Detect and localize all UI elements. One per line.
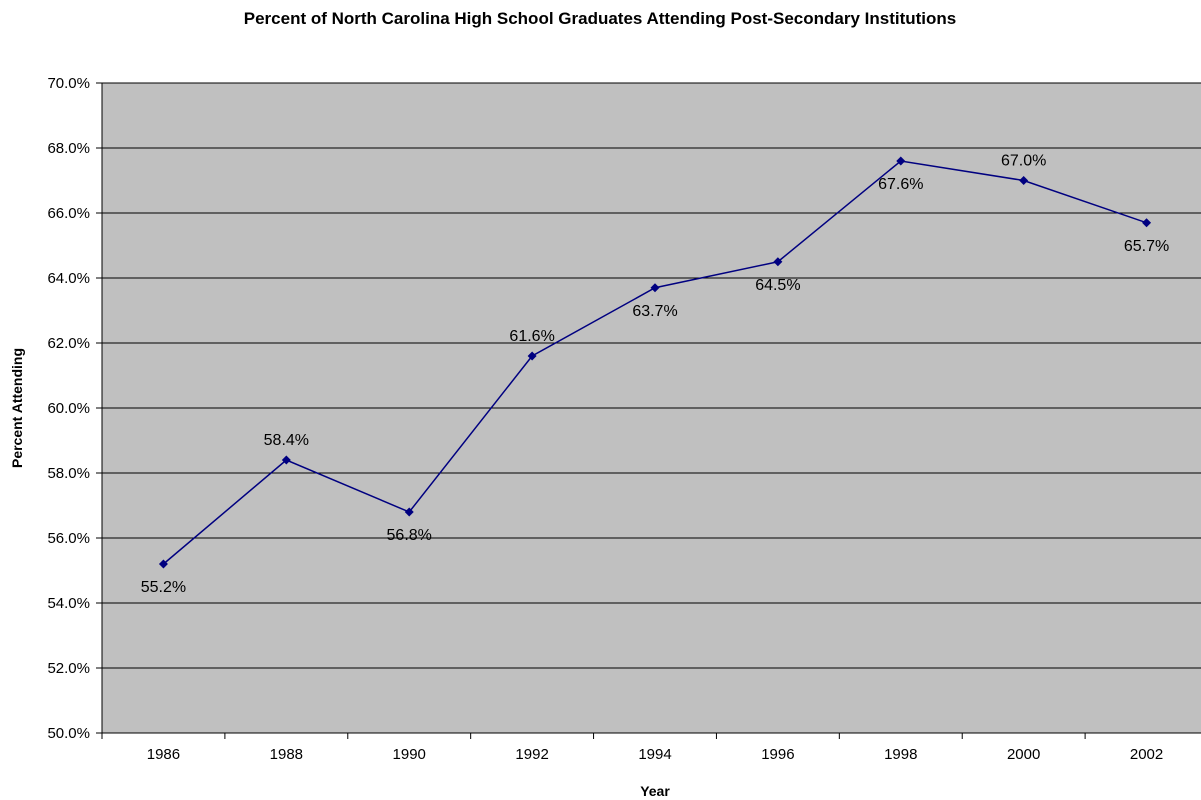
data-point-marker <box>650 283 660 293</box>
x-tick-label: 1996 <box>761 746 794 763</box>
chart-title: Percent of North Carolina High School Gr… <box>244 9 957 28</box>
data-point-marker <box>527 351 537 361</box>
y-tick-label: 62.0% <box>47 335 90 352</box>
x-tick-label: 1988 <box>270 746 303 763</box>
x-tick-label: 2002 <box>1130 746 1163 763</box>
y-tick-label: 56.0% <box>47 530 90 547</box>
y-tick-label: 60.0% <box>47 400 90 417</box>
y-tick-label: 66.0% <box>47 205 90 222</box>
data-labels: 55.2% 58.4% 56.8% 61.6% 63.7% 64.5% 67.6% 67.0%… <box>141 153 1169 597</box>
y-tick-label: 68.0% <box>47 140 90 157</box>
data-point-marker <box>1142 218 1152 228</box>
data-point-marker <box>404 507 414 517</box>
data-point-marker <box>281 455 291 465</box>
x-axis-title: Year <box>640 783 670 799</box>
axes: 50.0% 52.0% 54.0% 56.0% 58.0% 60.0% 62.0% 64.0%… <box>47 75 1201 763</box>
y-axis-title: Percent Attending <box>9 348 25 468</box>
y-tick-label: 64.0% <box>47 270 90 287</box>
gridlines <box>102 82 1201 669</box>
x-tick-label: 1998 <box>884 746 917 763</box>
y-tick-label: 54.0% <box>47 595 90 612</box>
x-tick-label: 2000 <box>1007 746 1040 763</box>
data-label: 61.6% <box>509 328 554 345</box>
x-tick-label: 1990 <box>393 746 426 763</box>
y-tick-label: 52.0% <box>47 660 90 677</box>
y-tick-label: 58.0% <box>47 465 90 482</box>
x-tick-label: 1986 <box>147 746 180 763</box>
x-tick-label: 1992 <box>515 746 548 763</box>
data-label: 67.6% <box>878 176 923 193</box>
data-label: 64.5% <box>755 277 800 294</box>
data-point-marker <box>1019 176 1029 185</box>
data-label: 58.4% <box>264 432 309 449</box>
data-label: 63.7% <box>632 303 677 320</box>
data-label: 55.2% <box>141 579 186 596</box>
y-tick-label: 70.0% <box>47 75 90 92</box>
data-point-marker <box>896 156 906 166</box>
data-label: 56.8% <box>387 527 432 544</box>
x-tick-label: 1994 <box>638 746 671 763</box>
data-label: 65.7% <box>1124 238 1169 255</box>
data-point-marker <box>773 257 783 267</box>
y-tick-label: 50.0% <box>47 725 90 742</box>
data-label: 67.0% <box>1001 153 1046 170</box>
markers <box>158 156 1152 569</box>
data-point-marker <box>158 559 168 569</box>
